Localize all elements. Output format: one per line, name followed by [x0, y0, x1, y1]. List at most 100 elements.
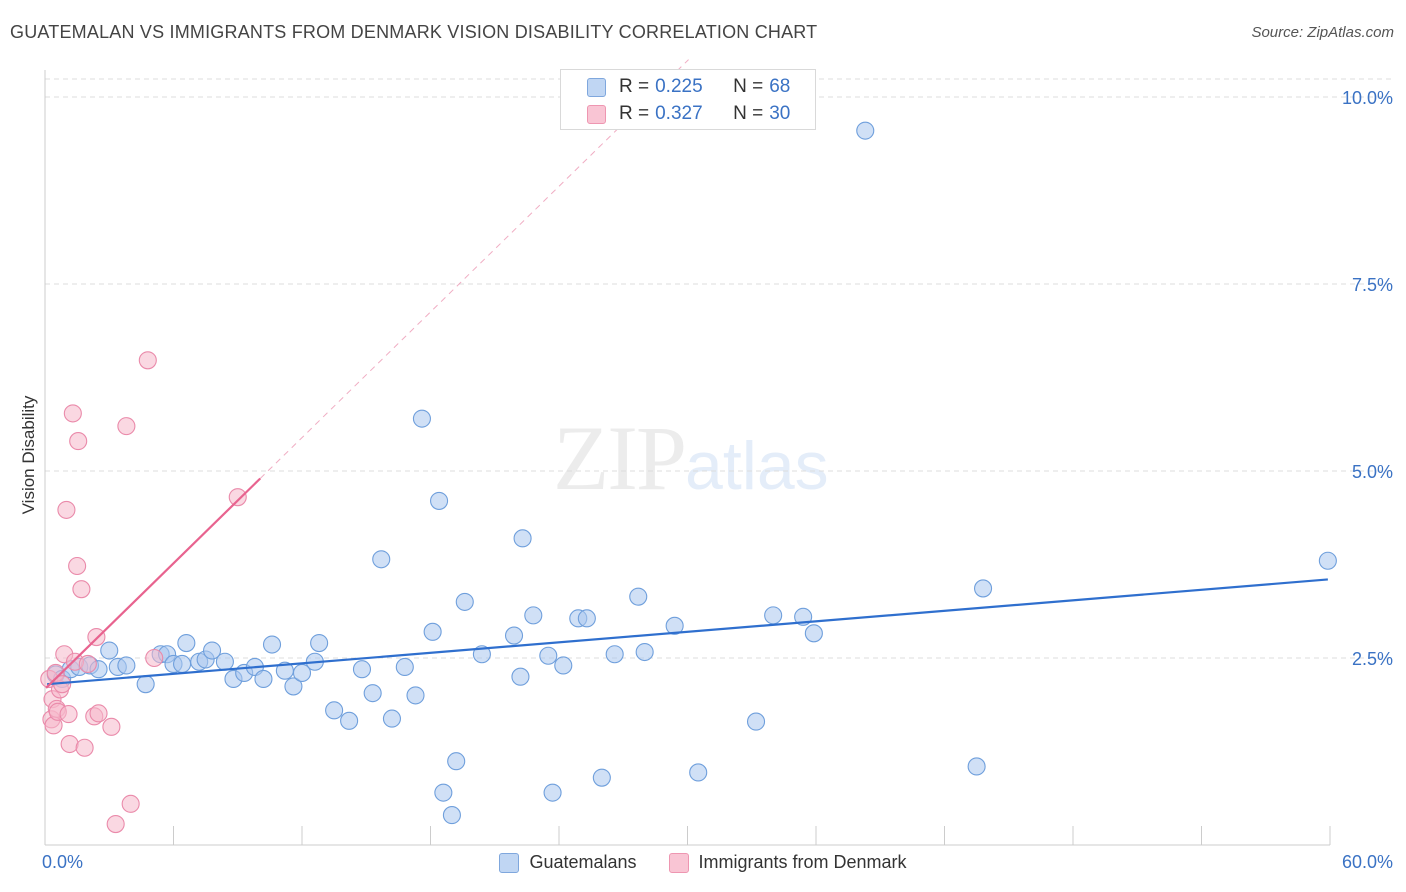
guatemalan-point — [340, 711, 359, 730]
guatemalan-point — [292, 663, 312, 683]
watermark-zip: ZIP — [553, 407, 687, 509]
denmark-point — [60, 734, 79, 754]
blue-swatch-icon — [587, 77, 606, 97]
guatemalan-point — [592, 768, 611, 787]
pink-swatch-icon — [587, 104, 606, 124]
guatemalan-point — [406, 686, 425, 705]
guatemalan-point — [423, 622, 442, 641]
guatemalan-point — [539, 646, 558, 665]
guatemalan-point — [1318, 551, 1337, 570]
pink-swatch-icon — [668, 852, 689, 873]
guatemalan-point — [856, 121, 875, 140]
n-value: 68 — [769, 76, 791, 97]
denmark-point — [68, 556, 87, 576]
guatemalan-point — [254, 669, 273, 688]
r-label: R = — [619, 103, 650, 124]
y-tick-label: 7.5% — [1352, 275, 1393, 295]
y-tick-label: 5.0% — [1352, 462, 1393, 482]
denmark-point — [63, 404, 82, 423]
guatemalan-point — [412, 409, 431, 428]
blue-swatch-icon — [499, 852, 520, 873]
r-value: 0.225 — [655, 76, 703, 97]
guatemalan-point — [395, 657, 414, 677]
guatemalan-point — [554, 656, 573, 675]
guatemalan-point — [635, 642, 654, 662]
guatemalan-point — [352, 660, 372, 679]
guatemalan-point — [447, 752, 466, 771]
guatemalan-point — [511, 667, 530, 686]
guatemalan-point — [543, 783, 562, 802]
denmark-point — [117, 417, 136, 436]
legend-label-denmark: Immigrants from Denmark — [698, 852, 907, 872]
guatemalan-point — [136, 675, 155, 694]
legend-item-denmark[interactable]: Immigrants from Denmark — [668, 852, 907, 873]
guatemalan-point — [434, 783, 453, 802]
denmark-point — [75, 738, 94, 757]
guatemalan-point — [577, 609, 596, 628]
guatemalan-point — [310, 633, 329, 653]
denmark-point — [78, 654, 97, 674]
chart-title: GUATEMALAN VS IMMIGRANTS FROM DENMARK VI… — [10, 22, 818, 42]
denmark-point — [69, 432, 88, 451]
legend-label-guatemalans: Guatemalans — [529, 852, 637, 872]
watermark-atlas: atlas — [685, 428, 829, 504]
guatemalan-point — [513, 529, 532, 548]
x-tick-label-min: 0.0% — [42, 852, 84, 872]
guatemalan-trend-line — [47, 578, 1328, 686]
guatemalan-point — [442, 806, 461, 825]
guatemalan-point — [746, 712, 766, 731]
guatemalan-point — [203, 641, 222, 660]
y-tick-label: 10.0% — [1342, 88, 1393, 108]
guatemalan-point — [284, 677, 303, 696]
guatemalan-point — [689, 763, 708, 782]
stats-legend-row-guatemalans: R = 0.225 N = 68 — [587, 75, 790, 99]
stats-legend: R = 0.225 N = 68 R = 0.327 N = 30 — [560, 69, 816, 130]
guatemalan-point — [177, 633, 196, 653]
denmark-point — [57, 500, 76, 519]
guatemalan-point — [430, 491, 449, 510]
r-label: R = — [619, 76, 650, 97]
guatemalan-point — [100, 641, 119, 660]
n-label: N = — [733, 103, 764, 124]
guatemalan-point — [117, 656, 136, 675]
guatemalan-point — [504, 626, 524, 645]
guatemalan-point — [363, 684, 382, 703]
guatemalan-point — [605, 645, 624, 664]
n-value: 30 — [769, 103, 791, 124]
denmark-point — [121, 794, 140, 813]
guatemalan-point — [629, 587, 648, 606]
guatemalan-point — [455, 592, 474, 611]
n-label: N = — [733, 76, 764, 97]
denmark-point — [102, 717, 121, 736]
guatemalan-point — [215, 652, 234, 671]
guatemalan-point — [382, 709, 402, 728]
guatemalan-point — [325, 701, 344, 720]
guatemalan-point — [804, 624, 823, 643]
denmark-point — [89, 704, 108, 723]
y-tick-label: 2.5% — [1352, 649, 1393, 669]
denmark-point — [59, 705, 78, 724]
denmark-point — [228, 488, 247, 507]
denmark-point — [138, 351, 157, 370]
legend-item-guatemalans[interactable]: Guatemalans — [499, 852, 637, 873]
guatemalan-point — [372, 550, 391, 569]
guatemalan-point — [173, 654, 192, 674]
watermark: ZIPatlas — [553, 405, 829, 511]
denmark-point — [145, 648, 164, 668]
guatemalan-point — [967, 757, 986, 776]
guatemalan-point — [665, 616, 684, 635]
x-tick-label-max: 60.0% — [1341, 852, 1393, 872]
denmark-point — [72, 580, 91, 599]
denmark-point — [106, 815, 125, 834]
guatemalan-point — [524, 606, 543, 625]
denmark-trend-line — [45, 477, 262, 689]
guatemalan-point — [973, 579, 993, 598]
chart-source: Source: ZipAtlas.com — [1251, 24, 1394, 41]
series-legend: Guatemalans Immigrants from Denmark — [0, 852, 1406, 873]
guatemalan-point — [764, 606, 783, 625]
denmark-point — [87, 628, 106, 647]
guatemalan-point — [262, 635, 282, 654]
stats-legend-row-denmark: R = 0.327 N = 30 — [587, 102, 790, 126]
r-value: 0.327 — [655, 103, 703, 124]
